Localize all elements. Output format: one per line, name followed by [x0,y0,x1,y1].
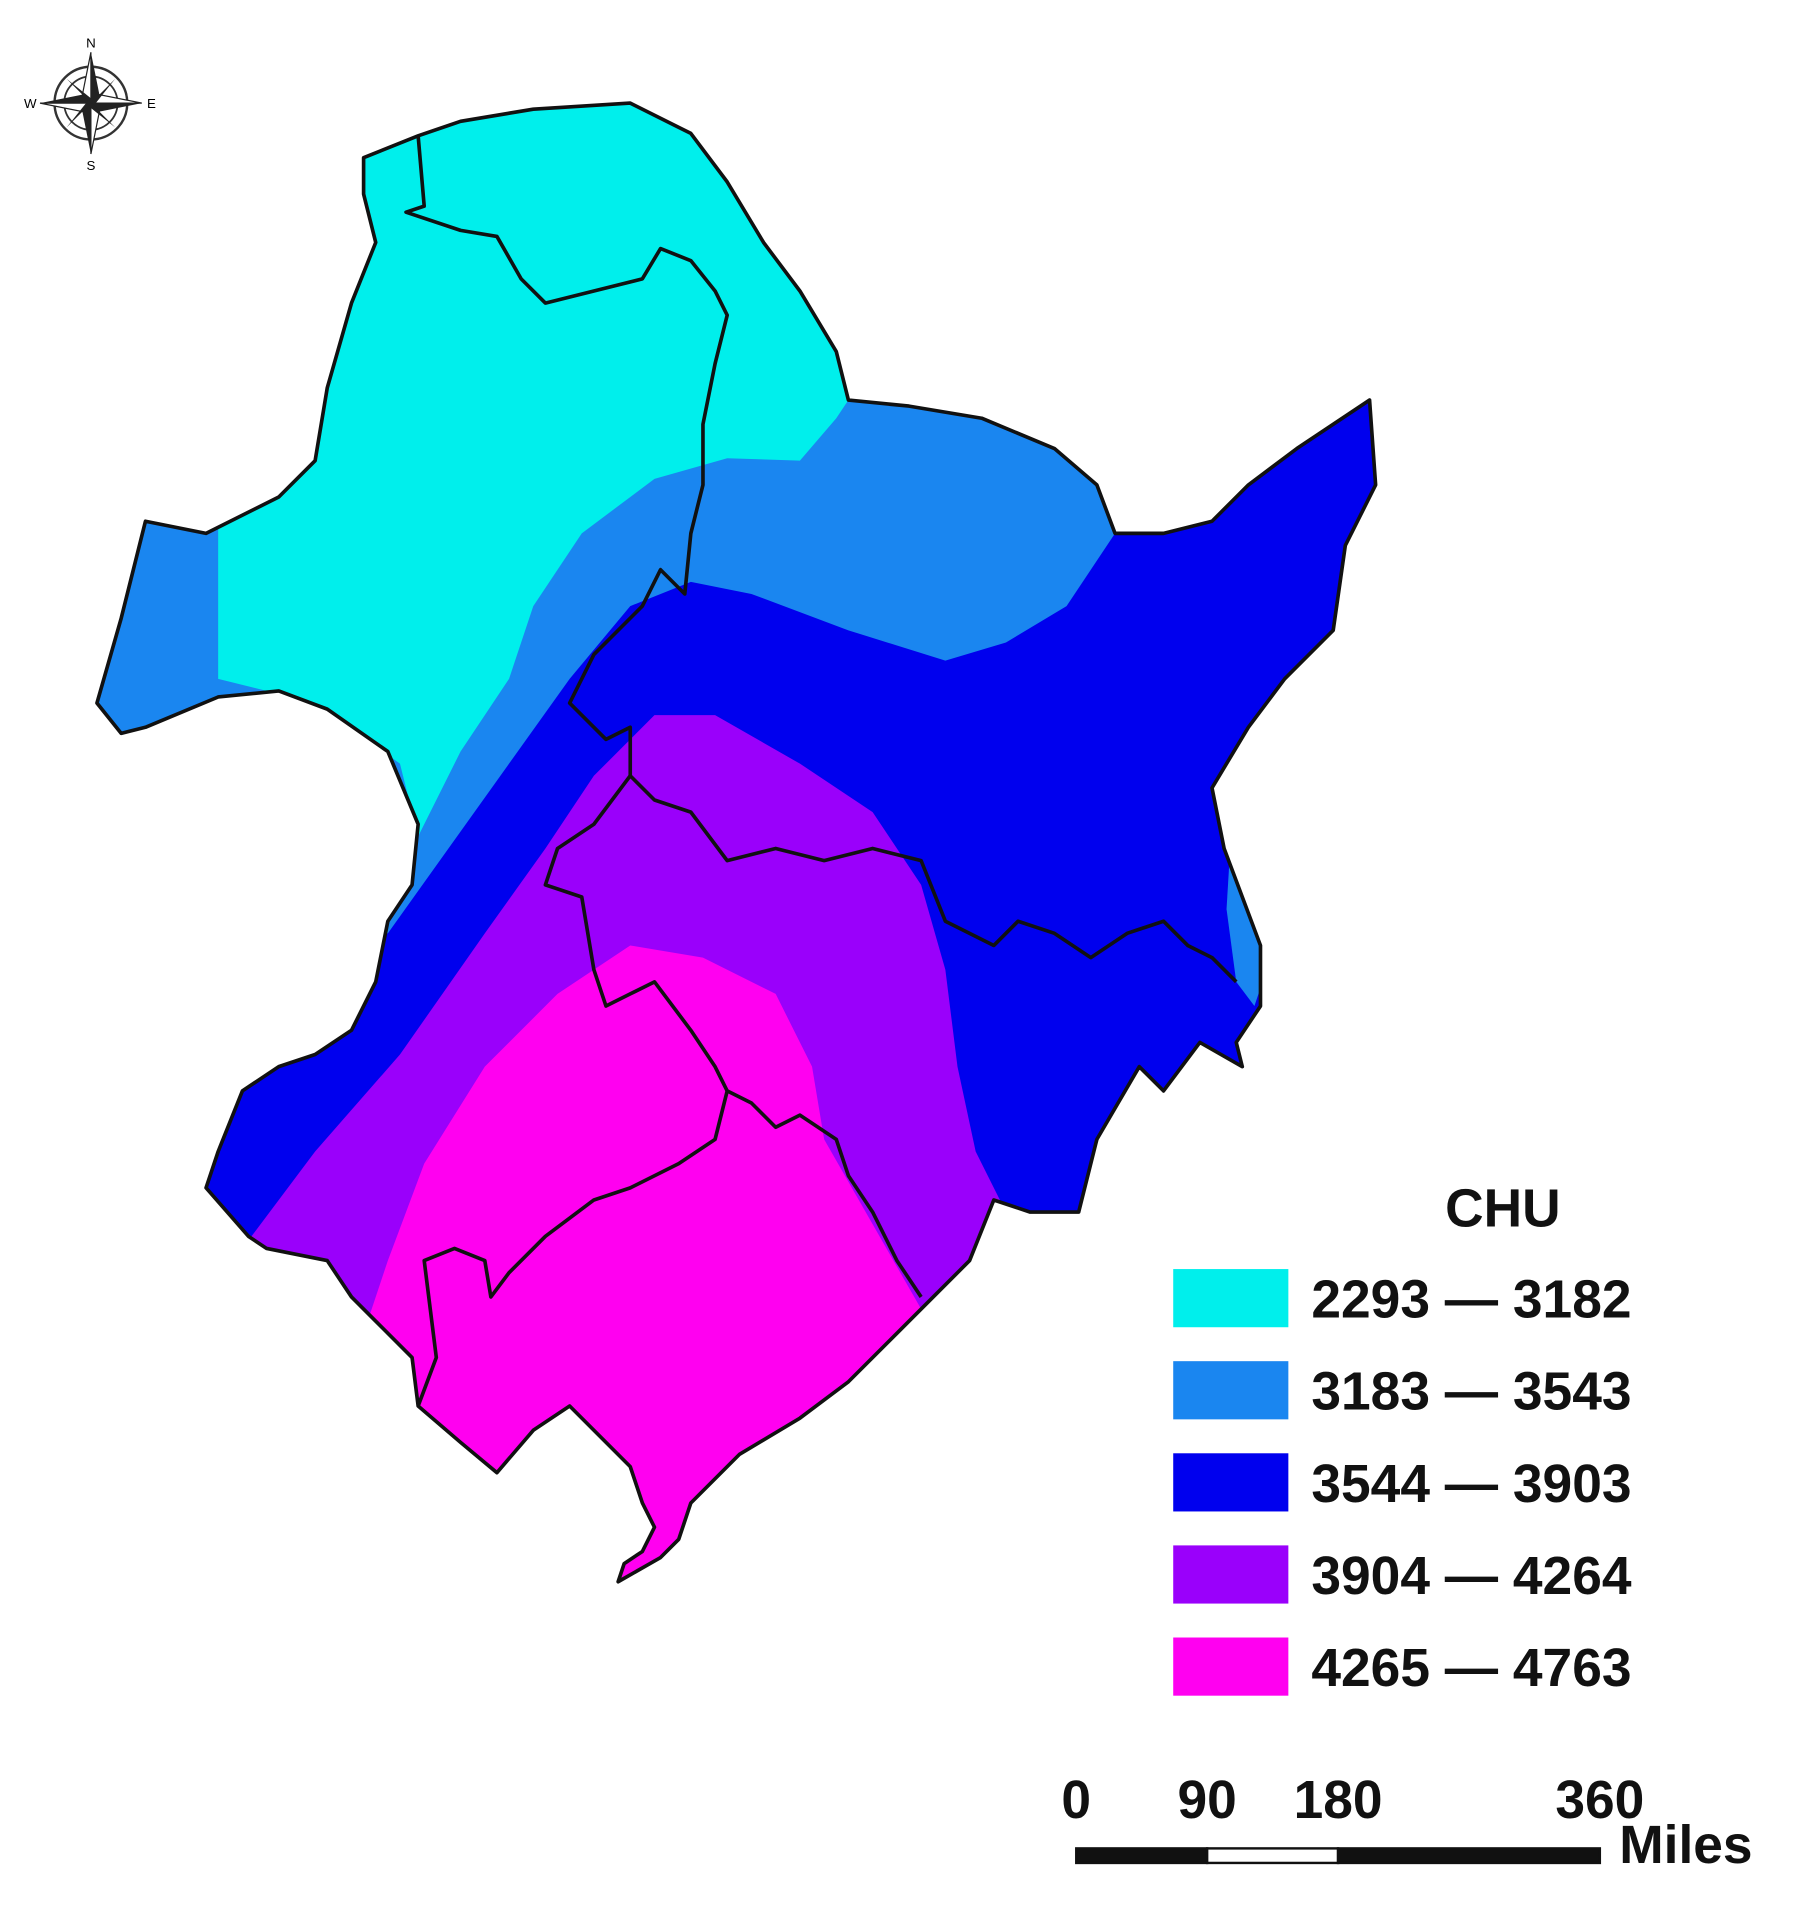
compass-label: W [24,96,37,111]
zone-band [218,103,873,837]
compass-star [66,78,116,128]
scale-label: 180 [1294,1771,1383,1830]
compass-label: E [147,96,156,111]
scale-segment [1205,1847,1340,1865]
legend-swatch [1173,1453,1289,1512]
compass: N S E W [24,35,156,172]
scale-label: 0 [1061,1771,1091,1830]
legend-label: 3904 — 4264 [1311,1547,1631,1606]
legend-swatch [1173,1545,1289,1604]
province-border [404,135,1238,984]
legend-label: 3544 — 3903 [1311,1455,1631,1514]
legend: 2293 — 3182 3183 — 3543 3544 — 3903 3904 — … [1173,1269,1632,1698]
zone-band [1226,848,1267,1007]
compass-label: N [86,35,96,50]
legend-label: 2293 — 3182 [1311,1271,1631,1330]
province-border [543,774,923,1298]
province-border [416,1090,729,1407]
legend-label: 4265 — 4763 [1311,1639,1631,1698]
legend-swatch [1173,1269,1289,1328]
legend-swatch [1173,1361,1289,1420]
scale-label: 90 [1177,1771,1236,1830]
legend-swatch [1173,1637,1289,1696]
compass-label: S [86,158,95,173]
legend-title: CHU [1445,1180,1561,1239]
legend-label: 3183 — 3543 [1311,1363,1631,1422]
scale-segment [1075,1847,1209,1865]
scale-label: 360 [1555,1771,1644,1830]
scale-unit: Miles [1619,1816,1752,1875]
scale-segment [1336,1847,1602,1865]
